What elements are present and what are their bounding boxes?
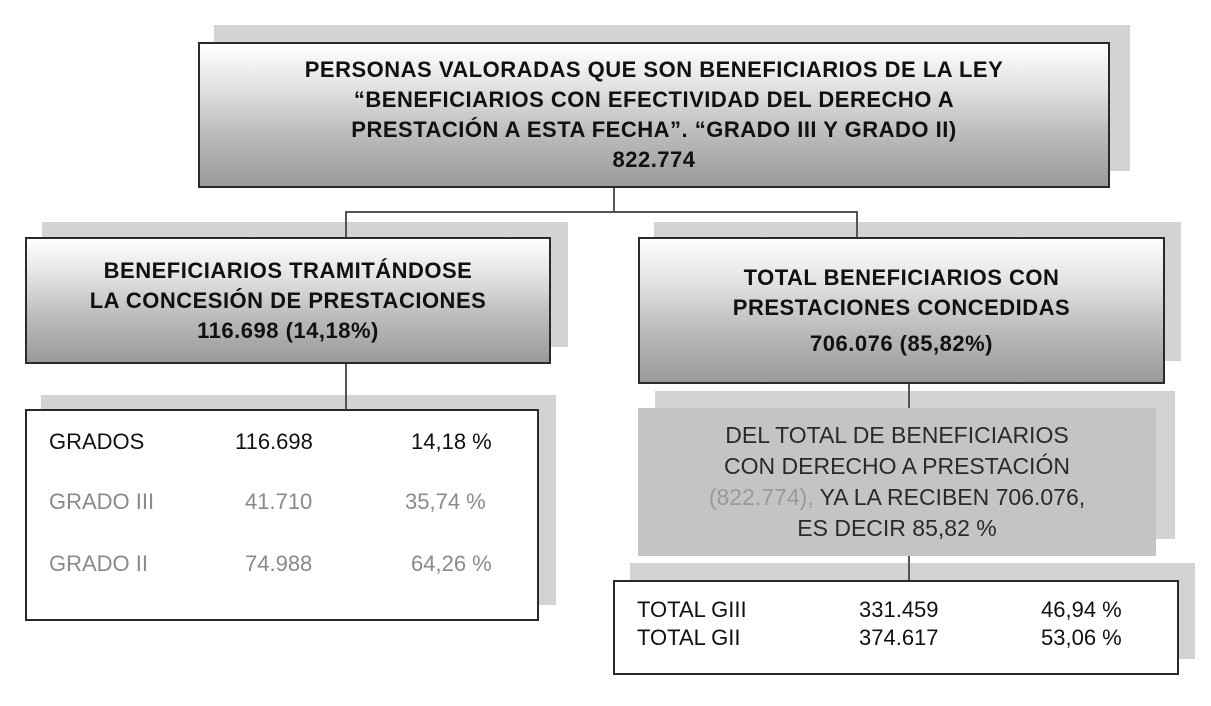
top-line-3: PRESTACIÓN A ESTA FECHA”. “GRADO III Y G… — [351, 117, 957, 142]
left-line-1: BENEFICIARIOS TRAMITÁNDOSE — [103, 257, 473, 283]
connector-left-to-table — [345, 364, 347, 409]
total-label: TOTAL GII — [637, 625, 741, 650]
connector-note-to-table — [908, 556, 910, 580]
right-note-box: DEL TOTAL DE BENEFICIARIOS CON DERECHO A… — [638, 408, 1156, 556]
right-line-2: PRESTACIONES CONCEDIDAS — [732, 294, 1071, 320]
top-line-2: “BENEFICIARIOS CON EFECTIVIDAD DEL DEREC… — [353, 87, 955, 112]
note-line-3: (822.774), YA LA RECIBEN 706.076, — [709, 482, 1085, 513]
grade-count: 116.698 — [235, 429, 313, 454]
grade-percent: 14,18 % — [411, 429, 492, 454]
left-value: 116.698 (14,18%) — [197, 317, 379, 343]
note-muted-total: (822.774), — [708, 484, 814, 510]
total-count: 331.459 — [859, 597, 939, 622]
grade-label: GRADO II — [49, 551, 149, 576]
table-row: GRADO III 41.710 35,74 % — [27, 487, 537, 517]
connector-right-to-note — [908, 384, 910, 408]
table-row: GRADO II 74.988 64,26 % — [27, 549, 537, 579]
total-percent: 53,06 % — [1041, 625, 1122, 650]
grade-label: GRADO III — [49, 489, 155, 514]
total-label: TOTAL GIII — [637, 597, 747, 622]
top-value: 822.774 — [612, 147, 696, 172]
right-totals-table: TOTAL GIII 331.459 46,94 % TOTAL GII 374… — [613, 580, 1179, 675]
top-line-1: PERSONAS VALORADAS QUE SON BENEFICIARIOS… — [304, 57, 1004, 82]
grade-percent: 35,74 % — [405, 489, 486, 514]
left-summary-box: BENEFICIARIOS TRAMITÁNDOSE LA CONCESIÓN … — [25, 237, 551, 364]
connector-horizontal — [345, 211, 858, 213]
left-line-2: LA CONCESIÓN DE PRESTACIONES — [89, 287, 487, 313]
right-line-1: TOTAL BENEFICIARIOS CON — [743, 264, 1060, 290]
note-line-3-rest: YA LA RECIBEN 706.076, — [813, 484, 1086, 510]
table-row: TOTAL GII 374.617 53,06 % — [615, 624, 1177, 652]
table-row: TOTAL GIII 331.459 46,94 % — [615, 596, 1177, 624]
grade-count: 41.710 — [245, 489, 313, 514]
note-line-1: DEL TOTAL DE BENEFICIARIOS — [725, 422, 1069, 448]
grade-percent: 64,26 % — [411, 551, 492, 576]
table-row: GRADOS 116.698 14,18 % — [27, 427, 537, 457]
grade-count: 74.988 — [245, 551, 313, 576]
note-line-2: CON DERECHO A PRESTACIÓN — [724, 453, 1070, 479]
top-summary-box: PERSONAS VALORADAS QUE SON BENEFICIARIOS… — [198, 42, 1110, 188]
connector-left-drop — [345, 211, 347, 237]
connector-right-drop — [856, 211, 858, 237]
left-grades-table: GRADOS 116.698 14,18 % GRADO III 41.710 … — [25, 409, 539, 621]
right-summary-box: TOTAL BENEFICIARIOS CON PRESTACIONES CON… — [638, 237, 1165, 384]
connector-top-down — [613, 188, 615, 212]
total-percent: 46,94 % — [1041, 597, 1122, 622]
total-count: 374.617 — [859, 625, 939, 650]
right-value: 706.076 (85,82%) — [810, 330, 993, 356]
note-line-4: ES DECIR 85,82 % — [797, 515, 997, 541]
grade-label: GRADOS — [49, 429, 145, 454]
